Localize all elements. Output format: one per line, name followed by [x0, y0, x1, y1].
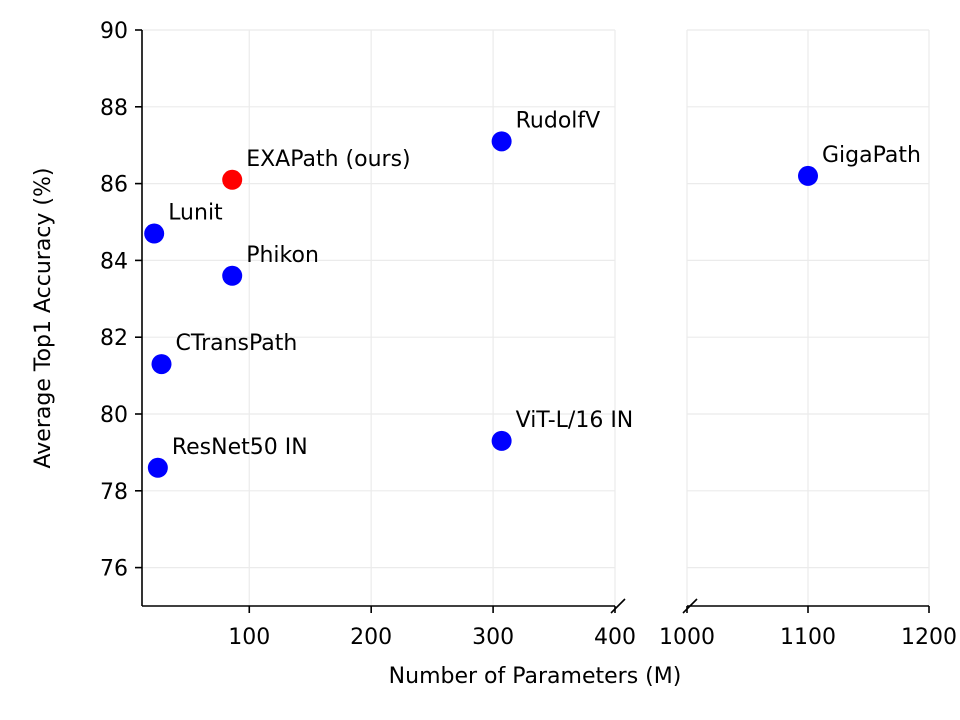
data-points: [144, 131, 818, 478]
x-tick-label: 1100: [780, 625, 836, 650]
grid: [142, 29, 930, 606]
x-tick-label: 100: [228, 625, 270, 650]
y-tick-label: 90: [100, 19, 128, 44]
point-label: ViT-L/16 IN: [516, 408, 634, 433]
y-axis-title: Average Top1 Accuracy (%): [31, 168, 56, 469]
data-point: [151, 354, 172, 375]
point-label: ResNet50 IN: [172, 435, 308, 460]
y-tick-label: 82: [100, 326, 128, 351]
y-tick-label: 84: [100, 249, 128, 274]
data-point: [798, 165, 818, 186]
point-label: RudolfV: [516, 108, 601, 133]
x-tick-label: 1200: [901, 625, 957, 650]
x-tick-label: 300: [472, 625, 514, 650]
data-point: [144, 223, 165, 244]
x-tick-label: 1000: [659, 625, 715, 650]
x-tick-label: 200: [350, 625, 392, 650]
point-labels: EXAPath (ours) RudolfV Lunit Phikon CTransPa…: [168, 108, 921, 459]
axes: 76 78 80 82 84 86 88 90 100 200 300 400 1000 1100 1200: [100, 19, 957, 650]
point-label: CTransPath: [176, 331, 298, 356]
point-label: Lunit: [168, 201, 223, 226]
point-label: EXAPath (ours): [246, 147, 410, 172]
data-point: [491, 131, 512, 152]
x-axis-title: Number of Parameters (M): [389, 664, 682, 689]
data-point: [491, 430, 512, 451]
axis-break-mark: [610, 598, 626, 614]
data-point: [147, 457, 168, 478]
x-tick-label: 400: [594, 625, 636, 650]
point-label: Phikon: [246, 243, 319, 268]
y-tick-label: 88: [100, 96, 128, 121]
y-tick-label: 78: [100, 480, 128, 505]
axis-break-mark: [682, 598, 698, 614]
y-tick-label: 76: [100, 557, 128, 582]
point-label: GigaPath: [822, 143, 921, 168]
data-point: [222, 169, 243, 190]
y-tick-label: 86: [100, 173, 128, 198]
y-tick-label: 80: [100, 403, 128, 428]
data-point: [222, 265, 243, 286]
